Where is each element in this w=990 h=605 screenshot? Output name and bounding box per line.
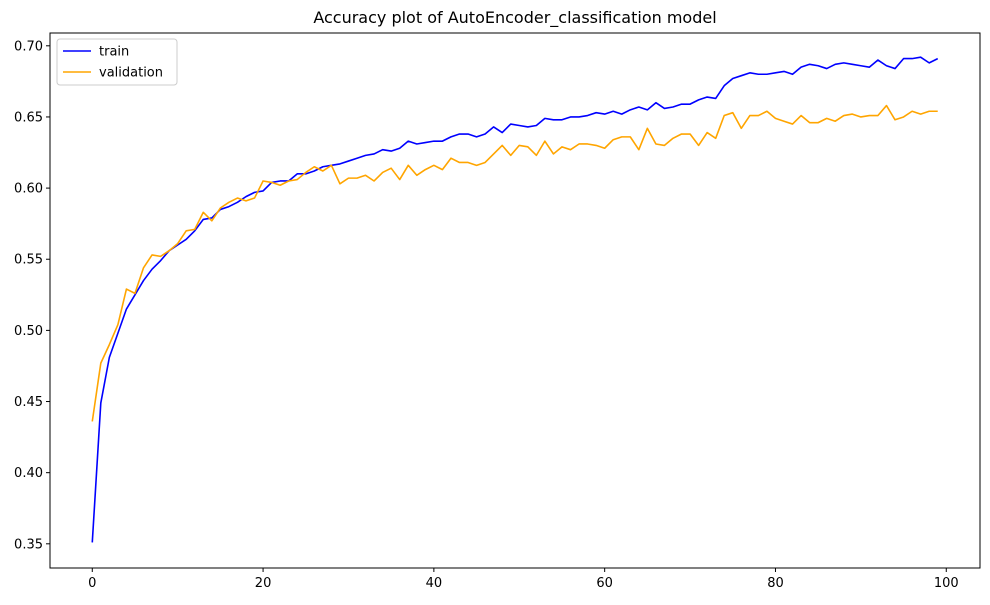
y-tick-label: 0.35 [14,537,43,552]
x-tick-label: 0 [88,576,96,591]
x-tick-label: 80 [767,576,784,591]
plot-frame [49,32,981,569]
x-tick-label: 60 [596,576,613,591]
chart-title: Accuracy plot of AutoEncoder_classificat… [313,8,716,28]
x-tick-label: 100 [934,576,959,591]
legend-label-train: train [99,45,129,60]
x-axis: 0 20 40 60 80 100 [88,568,959,591]
y-tick-label: 0.65 [14,110,43,125]
y-tick-label: 0.70 [14,39,43,54]
y-tick-label: 0.60 [14,182,43,197]
series-line-train [91,56,939,543]
plot-area [91,56,939,543]
legend-label-validation: validation [99,66,163,81]
y-axis: 0.35 0.40 0.45 0.50 0.55 0.60 0.65 0.70 [14,39,50,552]
x-tick-label: 40 [426,576,443,591]
legend: train validation [56,38,178,86]
y-tick-label: 0.50 [14,324,43,339]
x-tick-label: 20 [255,576,272,591]
y-tick-label: 0.45 [14,395,43,410]
y-tick-label: 0.55 [14,253,43,268]
y-tick-label: 0.40 [14,466,43,481]
series-line-validation [91,104,938,422]
